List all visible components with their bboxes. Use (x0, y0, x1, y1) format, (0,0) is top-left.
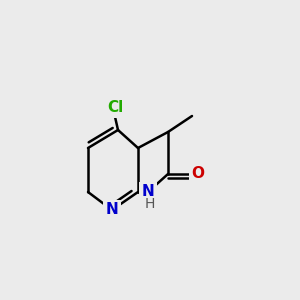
Text: N: N (106, 202, 118, 217)
Text: H: H (145, 197, 155, 211)
Text: O: O (191, 167, 205, 182)
Text: Cl: Cl (107, 100, 123, 116)
Text: N: N (142, 184, 154, 200)
